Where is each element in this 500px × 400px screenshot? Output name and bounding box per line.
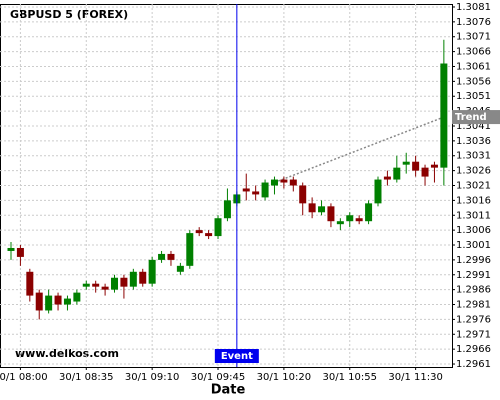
x-tick-label: 30/1 09:45 xyxy=(191,372,245,383)
candle-body xyxy=(402,161,410,165)
candle-body xyxy=(327,206,335,222)
candle-body xyxy=(318,206,326,213)
x-tick-label: 30/1 10:20 xyxy=(257,372,311,383)
y-tick-label: 1.3031 xyxy=(456,151,491,162)
x-tick-label: 30/1 08:00 xyxy=(0,372,48,383)
y-tick-label: 1.3076 xyxy=(456,17,491,28)
y-tick-label: 1.3061 xyxy=(456,61,491,72)
candle-body xyxy=(440,63,448,168)
candle-body xyxy=(261,182,269,198)
candle-body xyxy=(393,167,401,180)
candle-body xyxy=(195,230,203,234)
y-tick-label: 1.3016 xyxy=(456,195,491,206)
candle-body xyxy=(101,286,109,290)
candle-body xyxy=(176,265,184,272)
y-tick-label: 1.2966 xyxy=(456,344,491,355)
candle-body xyxy=(16,247,24,257)
candle-body xyxy=(63,298,71,305)
candle-body xyxy=(7,247,15,251)
y-tick-label: 1.3056 xyxy=(456,76,491,87)
y-tick-label: 1.2986 xyxy=(456,285,491,296)
candle-body xyxy=(252,191,260,195)
candle-body xyxy=(139,271,147,284)
x-axis-label: Date xyxy=(211,383,246,398)
candle-body xyxy=(270,179,278,186)
y-tick-label: 1.3041 xyxy=(456,121,491,132)
y-tick-label: 1.3001 xyxy=(456,240,491,251)
x-tick-label: 30/1 11:30 xyxy=(388,372,442,383)
x-tick-label: 30/1 10:55 xyxy=(323,372,377,383)
y-tick-label: 1.2991 xyxy=(456,270,491,281)
y-tick-label: 1.2961 xyxy=(456,359,491,370)
candle-body xyxy=(82,283,90,287)
watermark: www.delkos.com xyxy=(15,347,119,360)
candle-body xyxy=(365,203,373,222)
trend-label: Trend xyxy=(455,112,487,123)
candle-body xyxy=(336,221,344,225)
y-tick-label: 1.3071 xyxy=(456,32,491,43)
y-tick-label: 1.3011 xyxy=(456,210,491,221)
candle-body xyxy=(412,161,420,171)
candle-body xyxy=(289,179,297,186)
candle-body xyxy=(383,176,391,180)
candle-body xyxy=(308,203,316,213)
y-tick-label: 1.3051 xyxy=(456,91,491,102)
candle-body xyxy=(35,292,43,311)
y-tick-label: 1.2981 xyxy=(456,300,491,311)
candle-body xyxy=(223,200,231,219)
event-label: Event xyxy=(221,351,253,362)
candle-body xyxy=(421,167,429,177)
candle-body xyxy=(45,295,53,311)
y-tick-label: 1.3006 xyxy=(456,225,491,236)
candle-body xyxy=(214,218,222,237)
event-label-box xyxy=(214,349,259,363)
candle-body xyxy=(26,271,34,296)
candle-body xyxy=(242,188,250,192)
candle-body xyxy=(299,185,307,204)
chart-title: GBPUSD 5 (FOREX) xyxy=(10,8,128,21)
y-tick-label: 1.2976 xyxy=(456,314,491,325)
trend-label-box xyxy=(452,110,500,125)
candle-body xyxy=(430,164,438,168)
x-tick-label: 30/1 09:10 xyxy=(125,372,179,383)
candle-body xyxy=(346,215,354,222)
y-tick-label: 1.3066 xyxy=(456,47,491,58)
candle-body xyxy=(167,253,175,260)
candle-body xyxy=(92,283,100,287)
candle-body xyxy=(205,233,213,237)
candle-body xyxy=(120,277,128,287)
candle-body xyxy=(186,233,194,266)
candle-body xyxy=(129,271,137,287)
candle-body xyxy=(73,292,81,302)
y-tick-label: 1.3081 xyxy=(456,2,491,13)
y-tick-label: 1.3026 xyxy=(456,166,491,177)
candle-body xyxy=(355,218,363,222)
candle-body xyxy=(111,277,119,290)
candle-body xyxy=(374,179,382,204)
candle-body xyxy=(54,295,62,305)
y-tick-label: 1.2996 xyxy=(456,255,491,266)
candle-body xyxy=(148,259,156,284)
candle-body xyxy=(158,253,166,260)
y-tick-label: 1.3021 xyxy=(456,181,491,192)
y-tick-label: 1.3036 xyxy=(456,136,491,147)
y-tick-label: 1.2971 xyxy=(456,329,491,340)
x-tick-label: 30/1 08:35 xyxy=(59,372,113,383)
candle-body xyxy=(280,179,288,183)
